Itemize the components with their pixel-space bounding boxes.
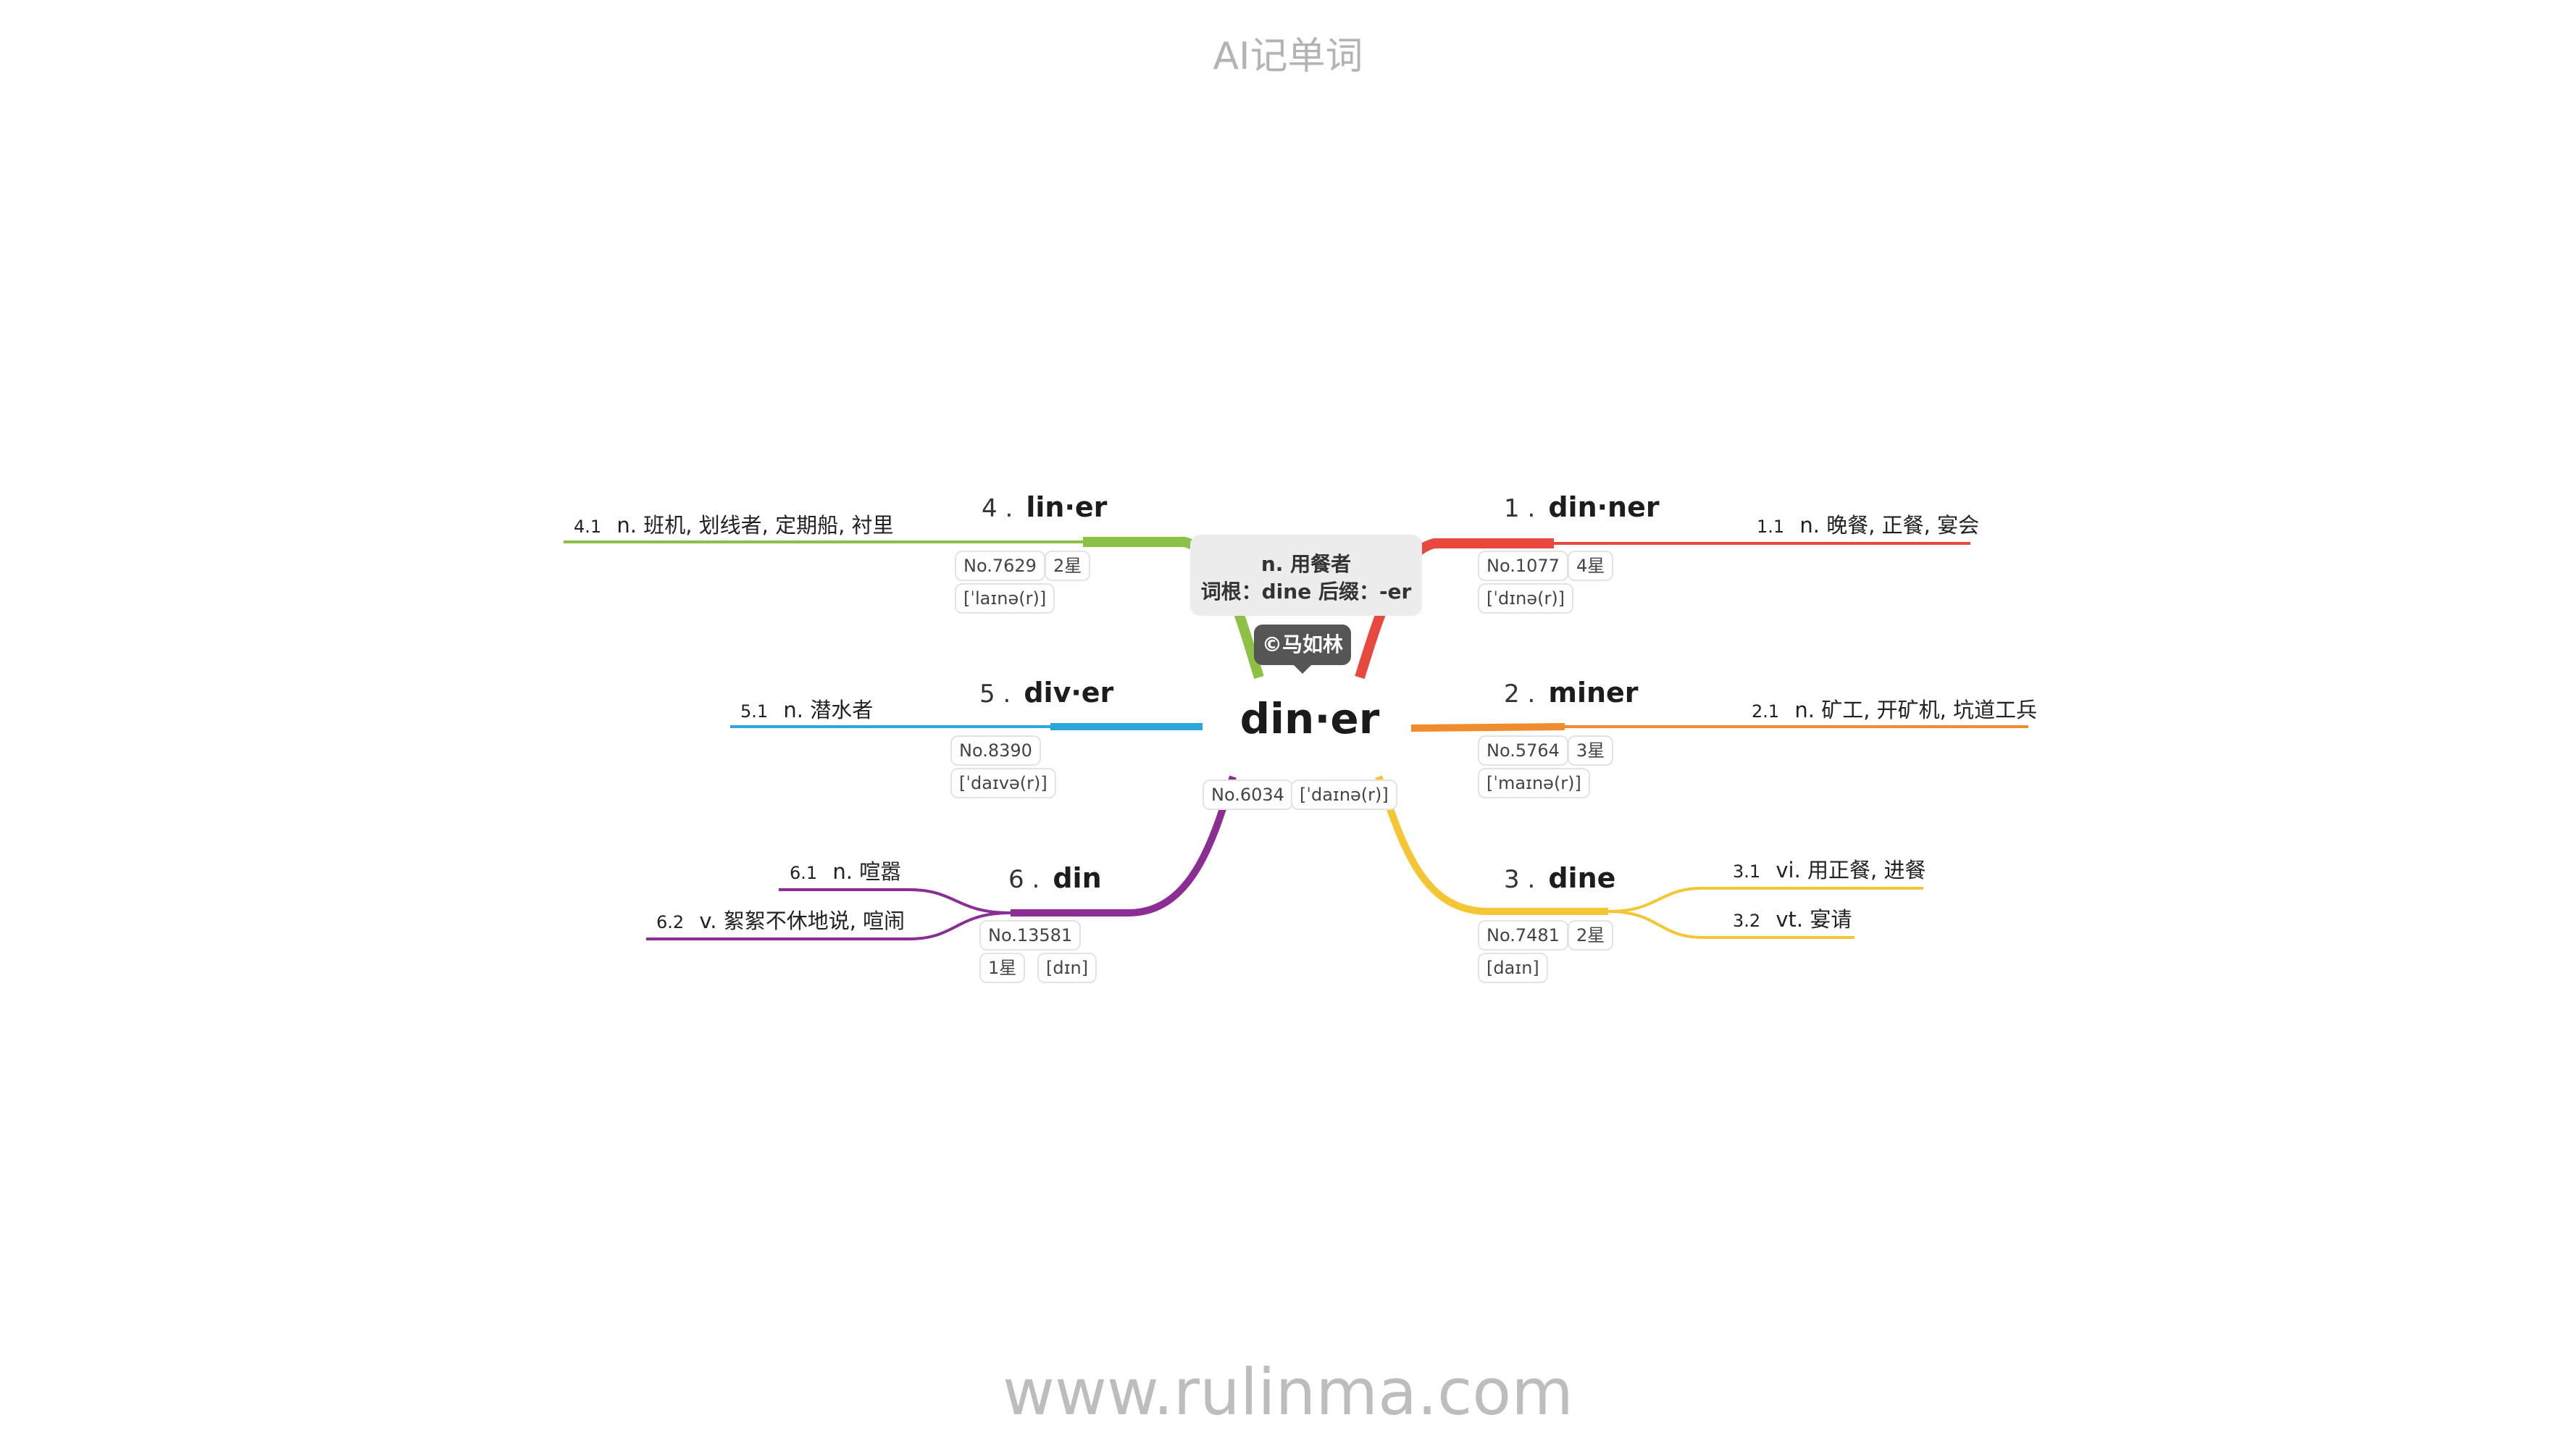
def-text: n. 喧嚣 — [832, 859, 902, 884]
def-number: 4.1 — [574, 517, 602, 537]
app-title: AI记单词 — [1213, 35, 1363, 78]
branch-3-title[interactable]: 3 . dine — [1504, 862, 1615, 894]
branch-6-number: 6 . — [1008, 865, 1040, 894]
branch-4-number: 4 . — [982, 494, 1013, 523]
center-note: n. 用餐者 词根：dine 后缀：-er — [1190, 535, 1422, 616]
branch-1-phonetic: [ˈdɪnə(r)] — [1478, 583, 1574, 614]
branch-4-rank: No.7629 — [955, 551, 1045, 581]
branch-4-title[interactable]: 4 . lin·er — [982, 491, 1107, 523]
branch-3-stars: 2星 — [1568, 920, 1614, 951]
branch-3-rank: No.7481 — [1478, 920, 1568, 951]
def-number: 3.2 — [1733, 911, 1761, 931]
def-number: 2.1 — [1752, 701, 1780, 722]
branch-6-def-2[interactable]: 6.2 v. 絮絮不休地说, 喧闹 — [656, 904, 905, 935]
connector-dine-to-def2 — [1607, 910, 1854, 939]
branch-1-rank: No.1077 — [1478, 551, 1568, 581]
def-number: 1.1 — [1757, 517, 1785, 537]
connector-din-to-def1 — [779, 888, 1011, 914]
branch-6-title[interactable]: 6 . din — [1008, 862, 1102, 894]
branch-2-def-1[interactable]: 2.1 n. 矿工, 开矿机, 坑道工兵 — [1752, 693, 2037, 724]
branch-6-def-1[interactable]: 6.1 n. 喧嚣 — [790, 855, 901, 885]
branch-4-word: lin·er — [1026, 491, 1108, 523]
branch-3-phonetic: [daɪn] — [1478, 953, 1548, 983]
center-word[interactable]: din·er — [1239, 694, 1380, 743]
def-number: 3.1 — [1733, 861, 1761, 882]
branch-3-def-1[interactable]: 3.1 vi. 用正餐, 进餐 — [1733, 853, 1925, 884]
center-rank: No.6034 — [1203, 780, 1293, 810]
branch-3-number: 3 . — [1504, 865, 1536, 894]
copyright-badge: ©马如林 — [1254, 625, 1351, 674]
branch-2-title[interactable]: 2 . miner — [1504, 677, 1639, 709]
branch-4-phonetic: [ˈlaɪnə(r)] — [955, 583, 1055, 614]
branch-5-rank: No.8390 — [950, 735, 1041, 766]
footer-url[interactable]: www.rulinma.com — [1002, 1355, 1573, 1429]
branch-1-number: 1 . — [1504, 494, 1536, 523]
branch-5-def-1[interactable]: 5.1 n. 潜水者 — [740, 693, 873, 724]
branch-3-def-2[interactable]: 3.2 vt. 宴请 — [1733, 903, 1852, 933]
def-text: vt. 宴请 — [1776, 907, 1852, 932]
def-text: n. 矿工, 开矿机, 坑道工兵 — [1794, 698, 2038, 722]
def-text: v. 絮絮不休地说, 喧闹 — [699, 909, 906, 933]
def-number: 6.1 — [790, 863, 818, 883]
branch-5-phonetic: [ˈdaɪvə(r)] — [950, 768, 1056, 798]
def-text: n. 班机, 划线者, 定期船, 衬里 — [616, 513, 894, 538]
branch-5-title[interactable]: 5 . div·er — [979, 677, 1113, 709]
def-number: 6.2 — [656, 912, 685, 932]
branch-6-stars: 1星 — [979, 953, 1026, 983]
branch-6-phonetic: [dɪn] — [1037, 953, 1097, 983]
branch-2-word: miner — [1548, 677, 1639, 709]
branch-1-word: din·ner — [1548, 491, 1660, 523]
branch-4-stars: 2星 — [1045, 551, 1091, 581]
def-text: n. 潜水者 — [783, 698, 874, 722]
center-phonetic: [ˈdaɪnə(r)] — [1291, 780, 1397, 810]
branch-5-number: 5 . — [979, 680, 1011, 709]
connector-din-to-def2 — [646, 911, 1011, 940]
branch-1-def-1[interactable]: 1.1 n. 晚餐, 正餐, 宴会 — [1757, 509, 1979, 539]
connector-center-to-miner — [1410, 723, 1565, 732]
branch-3-word: dine — [1548, 862, 1616, 894]
def-number: 5.1 — [740, 701, 769, 722]
def-text: vi. 用正餐, 进餐 — [1776, 858, 1926, 882]
branch-5-word: div·er — [1024, 677, 1114, 709]
branch-2-rank: No.5764 — [1478, 735, 1568, 766]
branch-6-rank: No.13581 — [979, 920, 1082, 951]
center-etymology: 词根：dine 后缀：-er — [1200, 580, 1412, 604]
center-meaning: n. 用餐者 — [1260, 552, 1352, 576]
branch-1-title[interactable]: 1 . din·ner — [1504, 491, 1660, 523]
branch-2-phonetic: [ˈmaɪnə(r)] — [1478, 768, 1590, 798]
branch-2-number: 2 . — [1504, 680, 1536, 709]
branch-6-word: din — [1053, 862, 1102, 894]
def-text: n. 晚餐, 正餐, 宴会 — [1799, 513, 1980, 538]
branch-1-stars: 4星 — [1568, 551, 1614, 581]
connector-dine-to-def1 — [1607, 887, 1923, 913]
branch-2-stars: 3星 — [1568, 735, 1614, 766]
branch-4-def-1[interactable]: 4.1 n. 班机, 划线者, 定期船, 衬里 — [574, 509, 894, 539]
